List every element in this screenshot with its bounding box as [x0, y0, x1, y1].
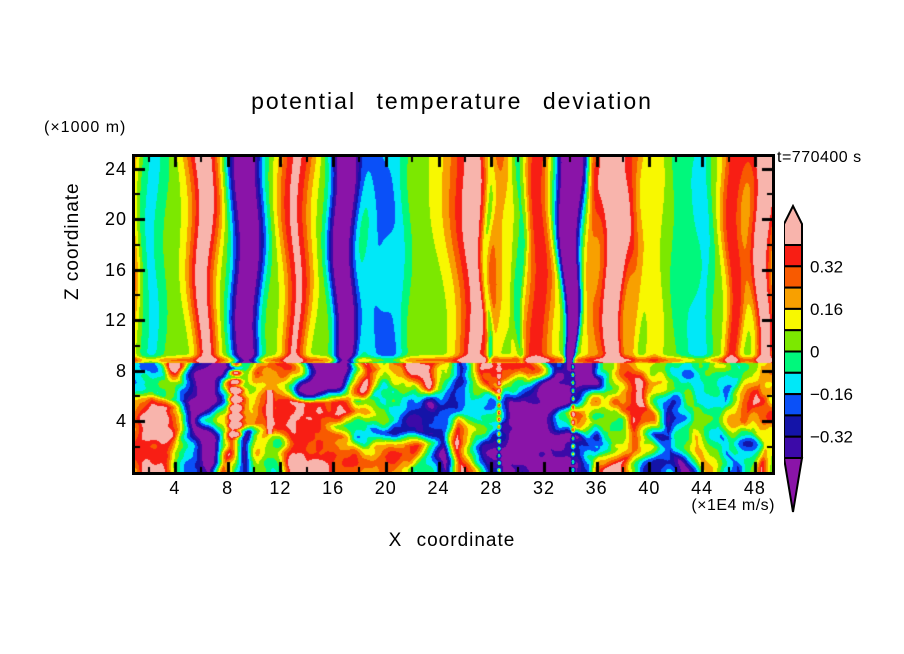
colorbar-cell-7	[784, 307, 803, 332]
colorbar-tick-label-1: 0.16	[810, 300, 843, 319]
colorbar-cell-10	[784, 244, 803, 268]
x-tick-label-4: 4	[169, 478, 181, 498]
x-tick-label-12: 12	[269, 478, 292, 498]
colorbar-cell-9	[784, 265, 803, 289]
plot-frame	[132, 154, 775, 475]
colorbar-cell-5	[784, 350, 803, 374]
x-tick-label-20: 20	[374, 478, 397, 498]
colorbar-tick-label-0: 0.32	[810, 257, 843, 276]
x-tick-label-36: 36	[585, 478, 608, 498]
colorbar-tick-label-4: −0.32	[810, 428, 853, 447]
x-axis-title: X coordinate	[388, 530, 516, 551]
x-axis-unit-label: (×1E4 m/s)	[691, 497, 775, 514]
colorbar-tick-label-3: −0.16	[810, 385, 853, 404]
colorbar-cell-8	[784, 286, 803, 310]
y-tick-label-12: 12	[104, 310, 127, 331]
x-tick-label-16: 16	[322, 478, 345, 498]
colorbar-cell-2	[784, 414, 803, 438]
x-tick-label-8: 8	[222, 478, 234, 498]
x-tick-label-40: 40	[638, 478, 661, 498]
time-annotation: t=770400 s	[777, 149, 862, 166]
colorbar-cell-3	[784, 393, 803, 417]
y-tick-label-20: 20	[104, 209, 127, 230]
x-tick-label-44: 44	[691, 478, 714, 498]
x-tick-label-32: 32	[532, 478, 555, 498]
colorbar-cell-1	[784, 435, 803, 459]
y-tick-label-8: 8	[115, 360, 127, 381]
x-tick-label-28: 28	[480, 478, 503, 498]
y-tick-label-24: 24	[104, 158, 127, 179]
colorbar: 0.32 0.16 0 −0.16 −0.32	[784, 204, 853, 513]
y-tick-label-16: 16	[104, 259, 127, 280]
x-tick-label-24: 24	[427, 478, 450, 498]
chart-title: potential temperature deviation	[251, 88, 653, 114]
y-tick-label-4: 4	[115, 411, 127, 432]
y-axis-title: Z coordinate	[62, 182, 83, 300]
colorbar-over-arrow	[784, 204, 803, 246]
colorbar-tick-label-2: 0	[810, 343, 819, 362]
x-tick-label-48: 48	[743, 478, 766, 498]
colorbar-under-arrow	[784, 457, 804, 513]
colorbar-cell-6	[784, 329, 803, 353]
contour-heatmap	[135, 157, 772, 472]
y-axis-unit-label: (×1000 m)	[44, 119, 127, 136]
colorbar-cell-4	[784, 371, 803, 396]
